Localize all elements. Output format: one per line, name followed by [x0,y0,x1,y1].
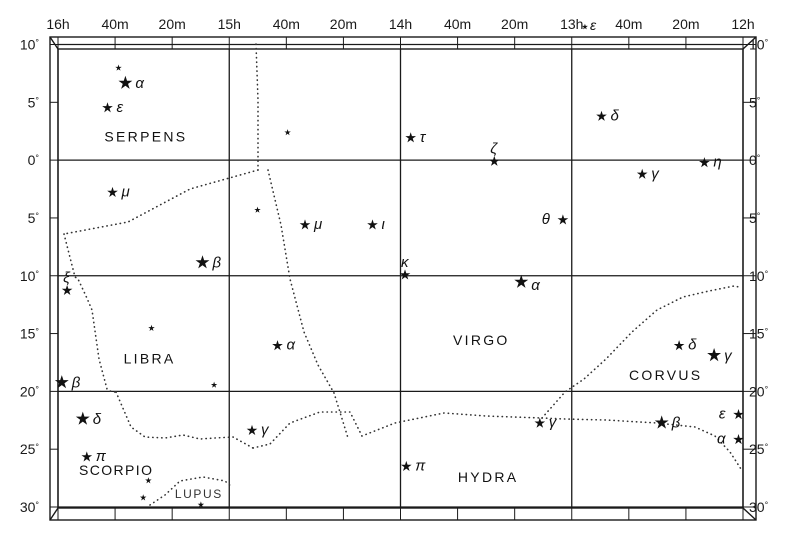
svg-text:ζ: ζ [490,140,498,157]
svg-text:14h: 14h [389,16,412,32]
svg-text:η: η [713,154,721,171]
svg-text:μ: μ [121,184,130,201]
svg-text:α: α [287,337,296,354]
svg-text:13h: 13h [560,16,583,32]
svg-text:VIRGO: VIRGO [453,332,510,348]
svg-text:40m: 40m [615,16,642,32]
svg-text:SCORPIO: SCORPIO [79,462,153,478]
svg-text:α: α [531,277,540,294]
svg-text:LUPUS: LUPUS [175,487,223,501]
svg-text:20m: 20m [159,16,186,32]
svg-text:40m: 40m [101,16,128,32]
svg-text:16h: 16h [46,16,69,32]
svg-text:π: π [415,458,426,475]
svg-text:15h: 15h [218,16,241,32]
svg-text:20m: 20m [672,16,699,32]
svg-text:20m: 20m [330,16,357,32]
svg-text:12h: 12h [731,16,754,32]
svg-text:δ: δ [93,411,102,428]
svg-text:β: β [212,255,222,272]
svg-text:LIBRA: LIBRA [124,350,176,366]
svg-text:α: α [717,431,726,448]
svg-text:μ: μ [313,216,322,233]
svg-text:θ: θ [542,211,550,228]
svg-text:SERPENS: SERPENS [104,128,187,144]
svg-text:ε: ε [719,406,726,423]
svg-text:α: α [135,75,144,92]
svg-text:ε: ε [590,17,597,33]
svg-text:β: β [671,415,681,432]
svg-text:CORVUS: CORVUS [629,367,702,383]
svg-text:δ: δ [688,337,697,354]
svg-text:20m: 20m [501,16,528,32]
svg-text:δ: δ [611,107,620,124]
svg-text:β: β [71,374,81,391]
svg-text:40m: 40m [444,16,471,32]
svg-text:ε: ε [117,99,124,116]
svg-text:40m: 40m [273,16,300,32]
svg-text:HYDRA: HYDRA [458,469,519,485]
